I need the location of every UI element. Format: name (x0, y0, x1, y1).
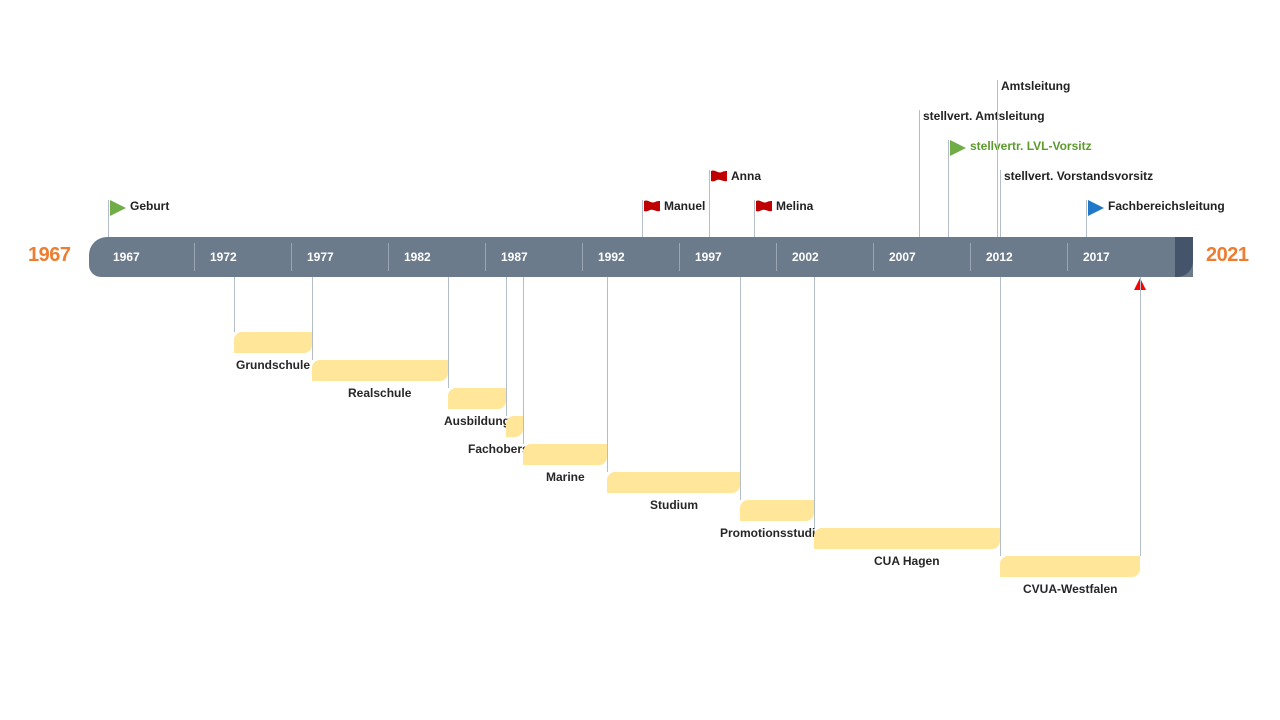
tick-label: 1987 (501, 250, 528, 264)
event-label: Manuel (664, 199, 706, 213)
tick-separator (873, 243, 874, 271)
tick-label: 1982 (404, 250, 431, 264)
period-start-line (814, 277, 815, 528)
event-connector-line (709, 170, 710, 237)
event-label: Anna (731, 169, 761, 183)
period-bar (740, 500, 814, 521)
tick-label: 1992 (598, 250, 625, 264)
start-year-label: 1967 (28, 244, 71, 266)
period-start-line (506, 277, 507, 416)
period-label: Promotionsstudium (720, 526, 834, 540)
today-marker-line (1140, 310, 1141, 556)
tick-separator (388, 243, 389, 271)
green-triangle-flag-icon (110, 200, 126, 216)
period-start-line (607, 277, 608, 472)
event-label: stellvertr. LVL-Vorsitz (970, 139, 1092, 153)
tick-label: 2012 (986, 250, 1013, 264)
event-connector-line (1086, 200, 1087, 237)
timeline-bar-end (1175, 237, 1193, 277)
red-wave-flag-icon (756, 200, 772, 212)
red-wave-flag-icon (711, 170, 727, 182)
tick-separator (582, 243, 583, 271)
period-label: Grundschule (236, 358, 311, 372)
event-label: Fachbereichsleitung (1108, 199, 1225, 213)
period-bar (523, 444, 607, 465)
red-wave-flag-icon (644, 200, 660, 212)
tick-label: 1997 (695, 250, 722, 264)
period-start-line (1000, 277, 1001, 556)
period-bar (234, 332, 312, 353)
period-bar (607, 472, 740, 493)
period-start-line (740, 277, 741, 500)
period-label: CVUA-Westfalen (1023, 582, 1118, 596)
event-label: Geburt (130, 199, 170, 213)
period-bar (448, 388, 506, 409)
tick-label: 2002 (792, 250, 819, 264)
tick-label: 2007 (889, 250, 916, 264)
event-connector-line (997, 80, 998, 237)
period-label: Realschule (348, 386, 412, 400)
tick-separator (679, 243, 680, 271)
tick-separator (291, 243, 292, 271)
event-label: Melina (776, 199, 814, 213)
period-bar (312, 360, 448, 381)
period-label: Ausbildung (444, 414, 510, 428)
period-start-line (448, 277, 449, 388)
event-connector-line (919, 110, 920, 237)
tick-separator (1067, 243, 1068, 271)
event-connector-line (642, 200, 643, 237)
end-year-label: 2021 (1206, 244, 1249, 266)
event-label: stellvert. Vorstandsvorsitz (1004, 169, 1154, 183)
green-triangle-flag-icon (950, 140, 966, 156)
period-bar (814, 528, 1000, 549)
event-connector-line (108, 200, 109, 237)
event-label: stellvert. Amtsleitung (923, 109, 1045, 123)
event-label: Amtsleitung (1001, 79, 1071, 93)
period-bar (1000, 556, 1140, 577)
tick-label: 1972 (210, 250, 237, 264)
tick-separator (485, 243, 486, 271)
blue-triangle-flag-icon (1088, 200, 1104, 216)
period-start-line (523, 277, 524, 444)
tick-label: 1967 (113, 250, 140, 264)
tick-separator (970, 243, 971, 271)
tick-label: 2017 (1083, 250, 1110, 264)
tick-separator (776, 243, 777, 271)
timeline-bar (89, 237, 1193, 277)
event-connector-line (754, 200, 755, 237)
period-label: Studium (650, 498, 698, 512)
period-label: CUA Hagen (874, 554, 940, 568)
event-connector-line (1000, 170, 1001, 237)
period-label: Marine (546, 470, 585, 484)
tick-separator (194, 243, 195, 271)
event-connector-line (948, 140, 949, 237)
period-start-line (234, 277, 235, 332)
period-bar (506, 416, 523, 437)
tick-label: 1977 (307, 250, 334, 264)
period-start-line (312, 277, 313, 360)
